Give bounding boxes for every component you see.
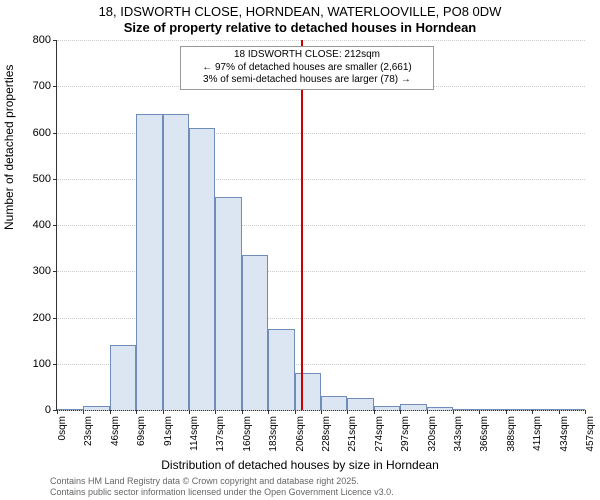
x-tick-mark	[400, 410, 401, 414]
histogram-bar	[347, 398, 373, 410]
y-tick-label: 800	[33, 34, 51, 46]
histogram-bar	[295, 373, 321, 410]
x-axis-label: Distribution of detached houses by size …	[0, 458, 600, 472]
x-tick-mark	[427, 410, 428, 414]
x-tick-mark	[453, 410, 454, 414]
histogram-bar	[374, 406, 400, 410]
x-tick-label: 366sqm	[479, 416, 490, 452]
chart-title-line2: Size of property relative to detached ho…	[0, 20, 600, 35]
x-tick-mark	[83, 410, 84, 414]
histogram-bar	[242, 255, 268, 410]
y-tick-label: 100	[33, 358, 51, 370]
x-tick-label: 411sqm	[532, 416, 543, 451]
footer-copyright-2: Contains public sector information licen…	[50, 487, 394, 497]
y-tick-label: 300	[33, 265, 51, 277]
histogram-bar	[453, 409, 479, 410]
x-tick-label: 274sqm	[374, 416, 385, 452]
x-tick-label: 297sqm	[400, 416, 411, 452]
x-tick-label: 183sqm	[268, 416, 279, 452]
histogram-bar	[215, 197, 241, 410]
x-tick-mark	[242, 410, 243, 414]
y-tick-mark	[53, 133, 57, 134]
annotation-line1: 18 IDSWORTH CLOSE: 212sqm	[185, 49, 429, 62]
y-tick-mark	[53, 225, 57, 226]
x-tick-mark	[347, 410, 348, 414]
histogram-bar	[400, 404, 426, 410]
x-tick-label: 343sqm	[453, 416, 464, 452]
histogram-bar	[427, 407, 453, 410]
x-tick-mark	[374, 410, 375, 414]
y-axis-label: Number of detached properties	[2, 65, 16, 230]
x-tick-label: 251sqm	[347, 416, 358, 452]
chart-container: 18, IDSWORTH CLOSE, HORNDEAN, WATERLOOVI…	[0, 0, 600, 500]
x-tick-mark	[136, 410, 137, 414]
histogram-bar	[163, 114, 189, 410]
y-tick-mark	[53, 40, 57, 41]
chart-title-line1: 18, IDSWORTH CLOSE, HORNDEAN, WATERLOOVI…	[0, 4, 600, 19]
y-tick-mark	[53, 179, 57, 180]
y-tick-label: 500	[33, 173, 51, 185]
histogram-bar	[532, 409, 558, 410]
x-tick-label: 46sqm	[110, 416, 121, 446]
y-tick-mark	[53, 271, 57, 272]
x-tick-label: 0sqm	[57, 416, 68, 440]
x-tick-mark	[321, 410, 322, 414]
histogram-bar	[189, 128, 215, 410]
x-tick-mark	[215, 410, 216, 414]
x-tick-label: 160sqm	[242, 416, 253, 452]
y-tick-label: 700	[33, 80, 51, 92]
annotation-line3: 3% of semi-detached houses are larger (7…	[185, 74, 429, 87]
histogram-bar	[321, 396, 347, 410]
y-tick-mark	[53, 318, 57, 319]
x-tick-mark	[295, 410, 296, 414]
y-tick-label: 400	[33, 219, 51, 231]
x-tick-label: 114sqm	[189, 416, 200, 451]
x-tick-label: 457sqm	[585, 416, 596, 452]
x-tick-label: 91sqm	[163, 416, 174, 446]
histogram-bar	[479, 409, 505, 410]
histogram-bar	[268, 329, 294, 410]
x-tick-label: 320sqm	[427, 416, 438, 452]
x-tick-mark	[506, 410, 507, 414]
x-tick-label: 206sqm	[295, 416, 306, 452]
x-tick-mark	[189, 410, 190, 414]
y-tick-mark	[53, 86, 57, 87]
plot-area: 01002003004005006007008000sqm23sqm46sqm6…	[56, 40, 585, 411]
y-tick-label: 0	[45, 404, 51, 416]
x-tick-mark	[479, 410, 480, 414]
y-tick-mark	[53, 364, 57, 365]
y-tick-label: 200	[33, 312, 51, 324]
x-tick-mark	[532, 410, 533, 414]
y-tick-label: 600	[33, 127, 51, 139]
x-tick-mark	[163, 410, 164, 414]
x-tick-label: 434sqm	[559, 416, 570, 452]
x-tick-label: 137sqm	[215, 416, 226, 452]
x-tick-label: 388sqm	[506, 416, 517, 452]
histogram-bar	[57, 409, 83, 410]
histogram-bar	[506, 409, 532, 410]
gridline	[57, 40, 585, 41]
x-tick-mark	[585, 410, 586, 414]
histogram-bar	[110, 345, 136, 410]
x-tick-label: 23sqm	[83, 416, 94, 446]
histogram-bar	[559, 409, 585, 410]
histogram-bar	[83, 406, 109, 410]
x-tick-mark	[57, 410, 58, 414]
x-tick-mark	[110, 410, 111, 414]
reference-line	[301, 40, 303, 410]
x-tick-mark	[268, 410, 269, 414]
histogram-bar	[136, 114, 162, 410]
reference-annotation: 18 IDSWORTH CLOSE: 212sqm ← 97% of detac…	[180, 46, 434, 90]
x-tick-mark	[559, 410, 560, 414]
footer-copyright-1: Contains HM Land Registry data © Crown c…	[50, 476, 359, 486]
annotation-line2: ← 97% of detached houses are smaller (2,…	[185, 62, 429, 75]
x-tick-label: 69sqm	[136, 416, 147, 446]
x-tick-label: 228sqm	[321, 416, 332, 452]
